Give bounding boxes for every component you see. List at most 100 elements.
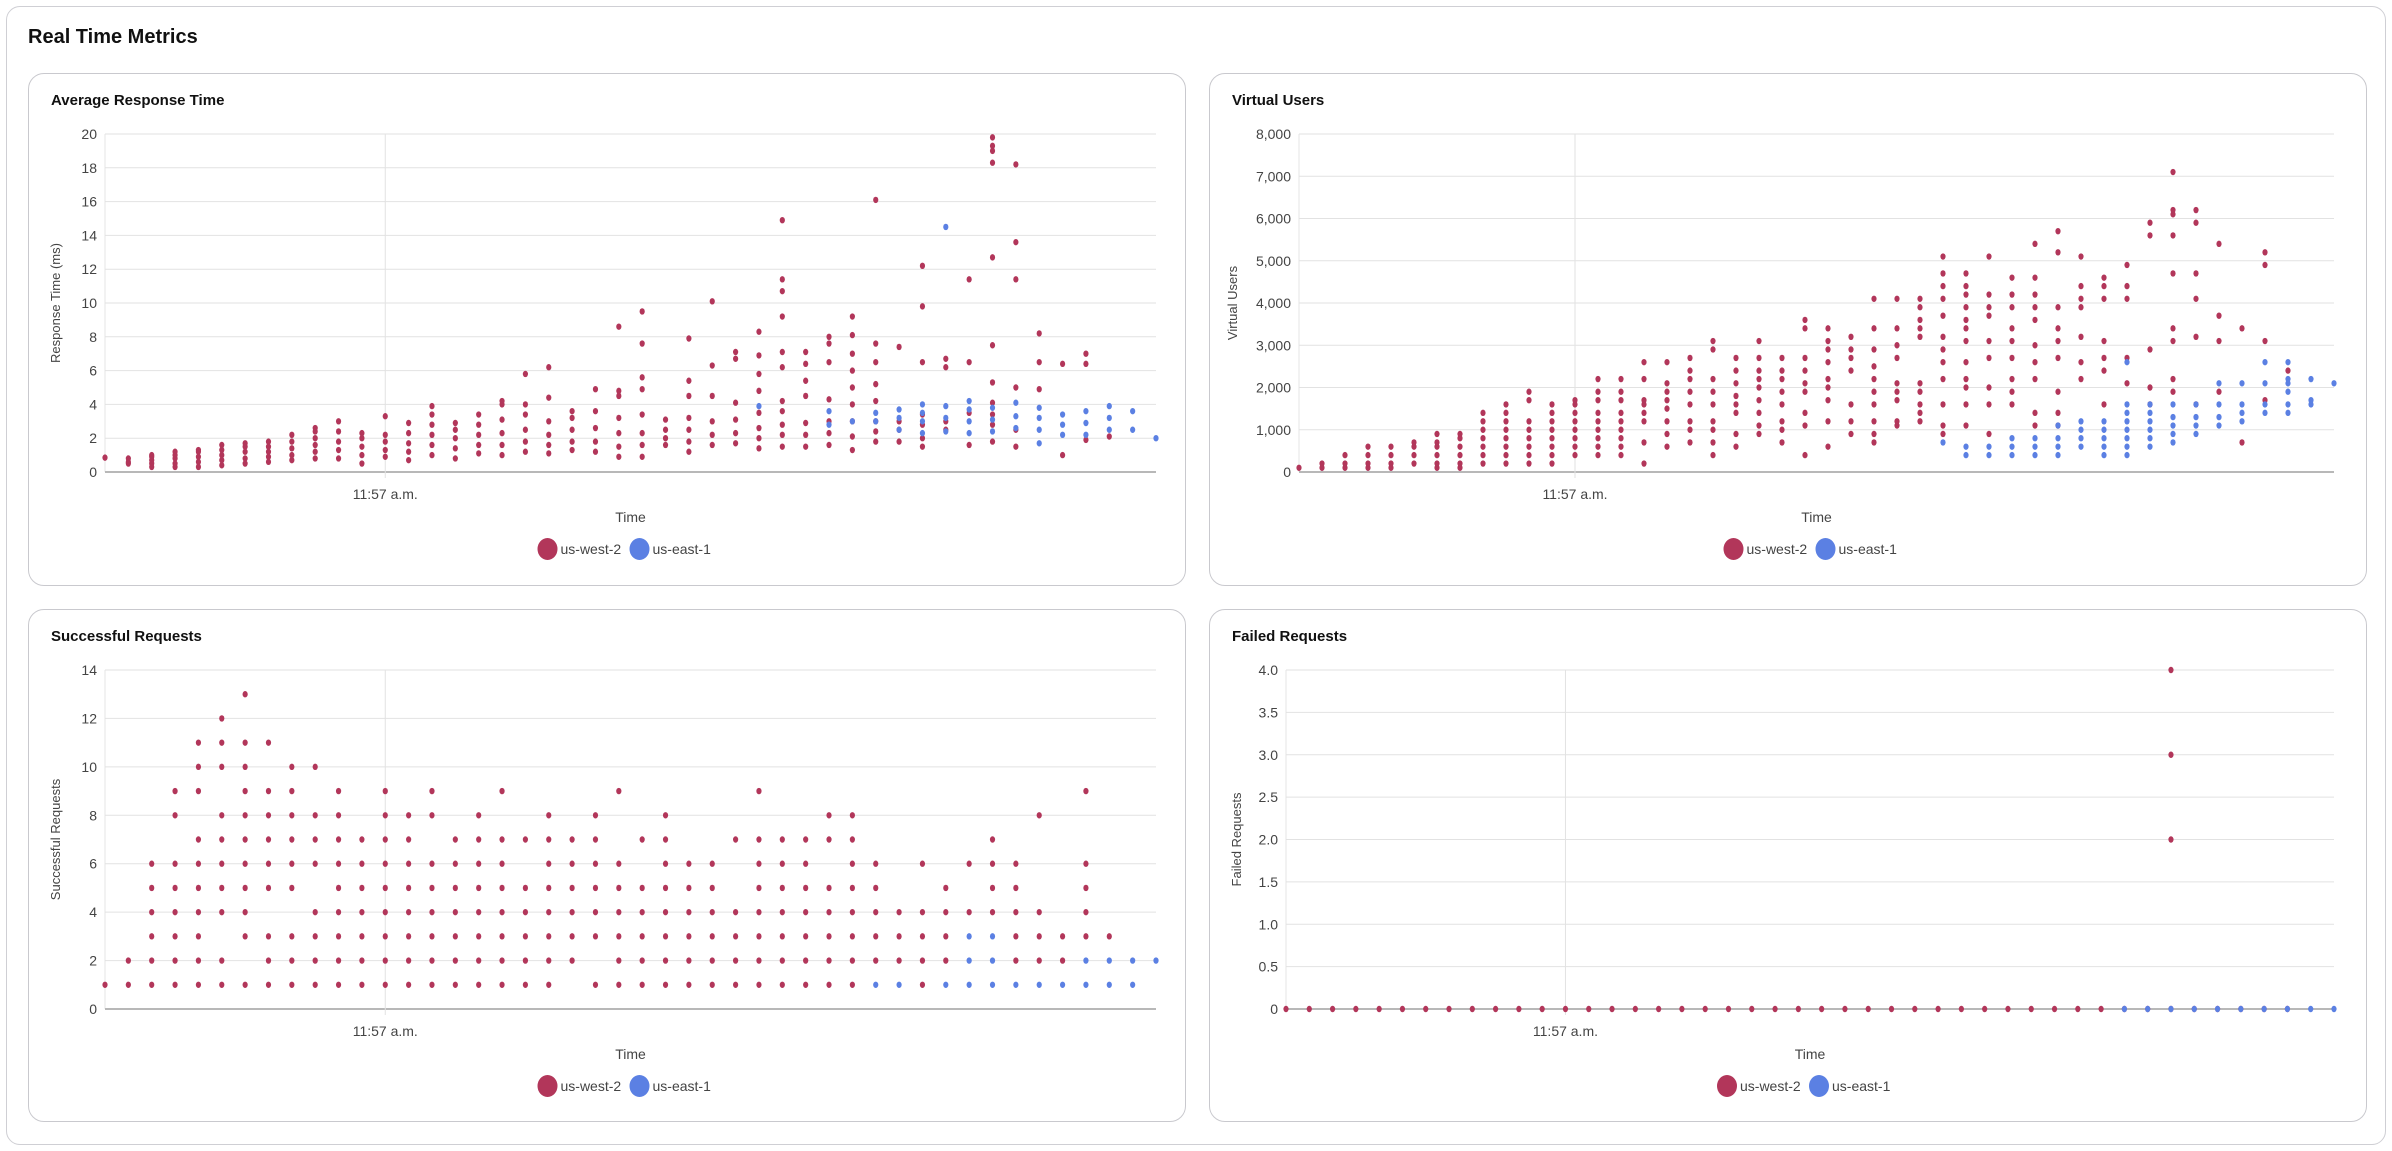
data-point-us-west-2 (219, 446, 225, 454)
data-point-us-west-2 (849, 350, 855, 357)
chart-card-average-response-time: Average Response Time 0 2 4 6 8 10 12 14 16 18 20 1… (28, 73, 1186, 586)
data-point-us-west-2 (1013, 238, 1019, 246)
data-point-us-west-2 (406, 860, 412, 867)
data-point-us-west-2 (1365, 451, 1371, 459)
data-point-us-west-2 (382, 860, 388, 867)
data-point-us-west-2 (1888, 1005, 1895, 1013)
data-point-us-west-2 (359, 908, 365, 916)
data-point-us-west-2 (522, 836, 528, 843)
data-point-us-west-2 (1365, 443, 1371, 450)
data-point-us-west-2 (1963, 401, 1969, 408)
data-point-us-west-2 (616, 787, 622, 795)
data-point-us-east-1 (2285, 375, 2291, 383)
page-title: Real Time Metrics (28, 26, 198, 48)
data-point-us-west-2 (452, 419, 458, 427)
data-point-us-west-2 (919, 908, 926, 916)
data-point-us-east-1 (2285, 388, 2291, 395)
data-point-us-west-2 (686, 884, 692, 892)
data-point-us-west-2 (1710, 439, 1716, 446)
legend-label: us-east-1 (653, 1078, 712, 1094)
data-point-us-west-2 (312, 812, 318, 819)
data-point-us-west-2 (499, 451, 505, 459)
data-point-us-west-2 (1894, 342, 1900, 349)
data-point-us-west-2 (406, 884, 412, 892)
data-point-us-west-2 (546, 884, 552, 892)
data-point-us-west-2 (943, 364, 949, 371)
data-point-us-west-2 (779, 313, 785, 320)
data-point-us-west-2 (429, 431, 435, 439)
data-point-us-east-1 (943, 402, 949, 410)
data-point-us-west-2 (779, 836, 785, 843)
data-point-us-west-2 (1664, 396, 1670, 404)
data-point-us-west-2 (639, 340, 645, 347)
data-point-us-west-2 (1871, 401, 1877, 408)
data-point-us-west-2 (546, 418, 552, 425)
data-point-us-west-2 (406, 448, 412, 455)
data-point-us-west-2 (686, 335, 692, 342)
data-point-us-east-1 (2262, 380, 2268, 387)
data-point-us-west-2 (709, 884, 715, 892)
data-point-us-west-2 (2078, 304, 2084, 311)
data-point-us-west-2 (662, 416, 669, 423)
data-point-us-west-2 (592, 424, 599, 432)
data-point-us-west-2 (569, 884, 575, 892)
y-tick-label: 0.5 (1259, 959, 1279, 975)
data-point-us-west-2 (1825, 358, 1831, 366)
data-point-us-west-2 (1083, 787, 1089, 795)
data-point-us-west-2 (1656, 1005, 1662, 1013)
data-point-us-west-2 (616, 860, 622, 867)
data-point-us-west-2 (546, 957, 552, 964)
data-point-us-west-2 (989, 399, 996, 406)
data-point-us-east-1 (2168, 1005, 2174, 1013)
y-axis-title: Successful Requests (48, 778, 63, 900)
data-point-us-west-2 (849, 367, 855, 374)
data-point-us-west-2 (569, 446, 575, 454)
data-point-us-west-2 (265, 458, 272, 466)
data-point-us-west-2 (149, 451, 155, 459)
data-point-us-west-2 (2032, 342, 2038, 349)
data-point-us-west-2 (359, 981, 365, 988)
data-point-us-west-2 (1963, 384, 1969, 391)
data-point-us-west-2 (1013, 908, 1019, 916)
data-point-us-west-2 (873, 397, 879, 405)
data-point-us-west-2 (172, 787, 178, 795)
data-point-us-west-2 (499, 787, 505, 795)
data-point-us-west-2 (242, 691, 248, 698)
data-point-us-west-2 (1779, 354, 1785, 362)
data-point-us-west-2 (1503, 426, 1509, 433)
x-tick-label: 11:57 a.m. (1542, 486, 1607, 502)
data-point-us-west-2 (1376, 1005, 1382, 1013)
data-point-us-west-2 (756, 836, 762, 843)
data-point-us-west-2 (639, 441, 645, 449)
data-point-us-west-2 (1865, 1005, 1871, 1013)
data-point-us-east-1 (2170, 422, 2176, 429)
data-point-us-west-2 (709, 441, 715, 449)
data-point-us-west-2 (1940, 358, 1946, 366)
data-point-us-west-2 (1595, 396, 1601, 404)
data-point-us-west-2 (289, 981, 295, 988)
data-point-us-west-2 (639, 908, 645, 916)
data-point-us-west-2 (1618, 451, 1624, 459)
y-tick-label: 3,000 (1256, 337, 1291, 353)
data-point-us-east-1 (1106, 426, 1112, 433)
y-tick-label: 2 (89, 430, 97, 446)
successful-requests-chart: 0 2 4 6 8 10 12 14 11:57 a.m. Time Successful Requ… (48, 662, 1159, 1097)
data-point-us-west-2 (1687, 367, 1693, 374)
data-point-us-west-2 (873, 957, 879, 964)
data-point-us-west-2 (265, 981, 272, 988)
data-point-us-west-2 (896, 957, 902, 964)
data-point-us-east-1 (2147, 443, 2153, 450)
data-point-us-west-2 (803, 884, 809, 892)
y-axis-title: Failed Requests (1229, 792, 1244, 886)
data-point-us-west-2 (1526, 418, 1532, 425)
data-point-us-west-2 (1036, 908, 1042, 916)
data-point-us-west-2 (406, 836, 412, 843)
data-point-us-west-2 (826, 358, 832, 366)
data-point-us-west-2 (1013, 443, 1019, 450)
data-point-us-west-2 (1399, 1005, 1406, 1013)
data-point-us-west-2 (195, 957, 202, 964)
data-point-us-west-2 (2101, 282, 2107, 290)
y-tick-label: 8 (89, 329, 97, 345)
data-point-us-west-2 (1687, 388, 1693, 395)
data-point-us-west-2 (219, 763, 225, 771)
